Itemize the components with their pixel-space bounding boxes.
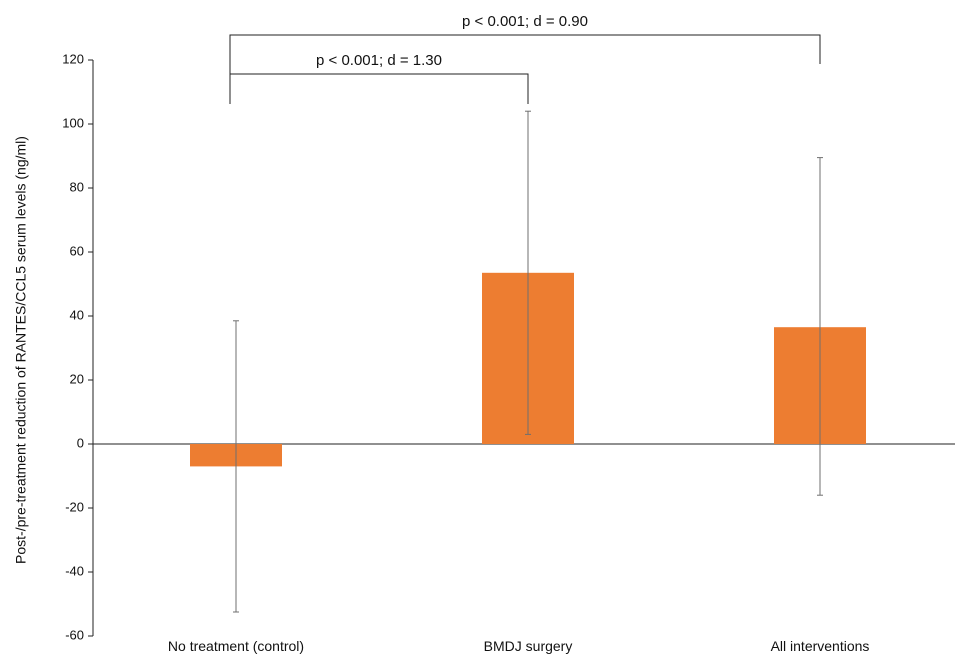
y-tick-label: -20	[65, 499, 84, 514]
y-axis-label: Post-/pre-treatment reduction of RANTES/…	[13, 136, 29, 564]
y-tick-label: 40	[70, 307, 84, 322]
y-tick-label: -60	[65, 627, 84, 642]
y-tick-label: 80	[70, 179, 84, 194]
y-tick-label: -40	[65, 563, 84, 578]
significance-annotation: p < 0.001; d = 0.90	[462, 13, 588, 30]
y-tick-label: 60	[70, 243, 84, 258]
significance-bracket	[229, 34, 821, 104]
y-tick-label: 120	[62, 51, 84, 66]
category-label: No treatment (control)	[168, 638, 304, 654]
category-label: All interventions	[771, 638, 870, 654]
significance-bracket	[229, 73, 529, 104]
category-label: BMDJ surgery	[484, 638, 573, 654]
y-tick-label: 100	[62, 115, 84, 130]
significance-annotation: p < 0.001; d = 1.30	[316, 52, 442, 69]
y-tick-label: 20	[70, 371, 84, 386]
y-tick-label: 0	[77, 435, 84, 450]
